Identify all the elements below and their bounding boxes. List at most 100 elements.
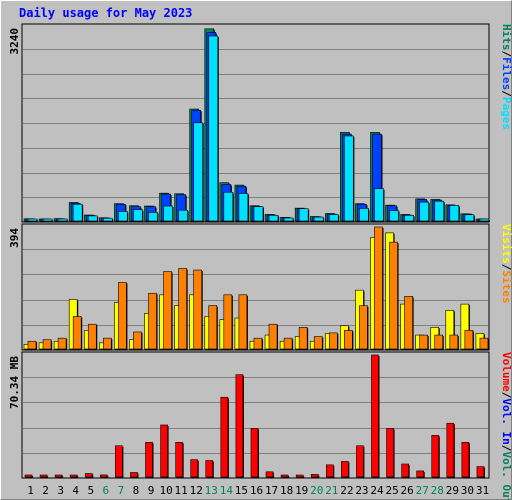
legend-entry: / [500,445,512,452]
chart-title: Daily usage for May 2023 [19,6,193,20]
legend-entry: Volume [500,352,512,392]
chart-panels [21,23,490,479]
legend-entry: / [500,51,512,58]
x-tick-label: 9 [148,484,155,497]
legend-hits-files-pages: Hits/Files/Pages [500,24,512,130]
x-tick-label: 29 [446,484,459,497]
bar-sites-day-8 [133,331,142,350]
x-tick-label: 15 [235,484,248,497]
bar-sites-day-5 [87,323,97,350]
bar-volume-day-31 [476,466,485,478]
x-tick-label: 16 [250,484,263,497]
bar-sites-day-9 [148,292,157,350]
bar-volume-day-16 [250,428,259,478]
bar-sites-day-25 [389,241,398,350]
bar-sites-day-31 [479,337,489,350]
bar-sites-day-4 [72,316,82,350]
bar-volume-day-17 [265,471,274,478]
bar-sites-day-11 [178,268,187,350]
bar-volume-day-30 [461,442,470,478]
bar-pages-day-30 [464,214,475,222]
bar-sites-day-24 [374,226,383,350]
bar-pages-day-11 [178,209,188,222]
legend-entry: / [500,90,512,97]
bar-sites-day-14 [223,294,233,350]
bar-pages-day-4 [72,203,83,222]
x-tick-label: 14 [220,484,234,497]
y-axis-labels: 3240 394 70.34 MB [8,28,21,409]
bar-pages-day-17 [268,215,279,222]
bar-volume-day-19 [295,474,304,478]
bar-sites-day-17 [268,323,278,350]
bar-sites-day-20 [313,336,323,350]
bar-volume-day-3 [54,474,63,478]
bar-volume-day-22 [341,461,349,478]
bar-sites-day-23 [359,305,368,350]
x-tick-label: 17 [265,484,278,497]
bar-volume-day-11 [175,442,183,478]
x-tick-label: 19 [295,484,308,497]
bar-sites-day-7 [118,282,127,350]
bar-pages-day-25 [389,210,399,222]
x-tick-label: 21 [325,484,338,497]
legend-entry: Files [500,57,512,90]
bar-volume-day-23 [356,445,364,478]
legend-visits-sites: Visits/Sites [500,224,512,304]
bar-sites-day-19 [298,327,308,350]
bar-volume-day-25 [386,428,394,478]
bar-volume-day-4 [69,474,78,478]
bar-pages-day-3 [57,218,68,222]
bar-volume-day-14 [220,396,229,478]
bar-volume-day-24 [371,354,379,478]
bar-pages-day-28 [434,200,445,222]
bar-pages-day-7 [118,211,128,222]
bar-sites-day-2 [42,339,52,350]
legend-entry: Vol. Out [500,451,512,500]
x-tick-label: 26 [401,484,414,497]
bar-volume-day-28 [431,435,440,478]
x-tick-label: 5 [87,484,94,497]
bar-pages-day-13 [208,35,219,222]
bar-volume-day-6 [100,474,108,478]
bar-pages-day-21 [328,214,339,222]
bar-volume-day-5 [84,473,93,478]
bar-volume-day-21 [325,464,334,478]
x-tick-label: 22 [340,484,353,497]
bar-volume-day-20 [310,474,319,478]
bar-pages-day-2 [42,218,53,222]
bar-pages-day-16 [253,206,264,222]
bar-pages-day-27 [419,201,429,222]
bar-sites-day-22 [344,330,353,350]
x-tick-label: 13 [205,484,218,497]
bar-volume-day-7 [115,445,123,478]
bar-pages-day-18 [283,217,294,222]
y-axis-max-label: 394 [8,228,21,248]
legend-volume: Volume/Vol. In/Vol. Out [500,352,512,500]
bar-sites-day-1 [27,340,37,350]
bar-pages-day-8 [133,209,143,222]
legend-entry: / [500,392,512,399]
legend-entry: Vol. In [500,398,512,444]
bar-pages-day-31 [479,218,490,222]
x-tick-label: 10 [159,484,172,497]
bar-pages-day-9 [148,212,158,222]
x-tick-label: 12 [190,484,203,497]
bar-pages-day-26 [404,215,414,222]
legend-entry: Pages [500,97,512,130]
x-tick-label: 20 [310,484,323,497]
bar-sites-day-21 [328,332,338,350]
x-tick-label: 27 [416,484,429,497]
bar-pages-day-15 [238,193,249,222]
bar-pages-day-10 [163,205,173,222]
bar-pages-day-24 [374,188,384,222]
bar-pages-day-12 [193,122,204,222]
y-axis-max-label: 3240 [8,28,21,55]
x-tick-label: 28 [431,484,444,497]
bar-sites-day-29 [449,334,459,350]
x-tick-label: 24 [370,484,384,497]
x-tick-label: 25 [385,484,398,497]
bar-sites-day-10 [163,271,172,350]
x-tick-label: 2 [42,484,49,497]
y-axis-max-label: 70.34 MB [8,356,21,409]
